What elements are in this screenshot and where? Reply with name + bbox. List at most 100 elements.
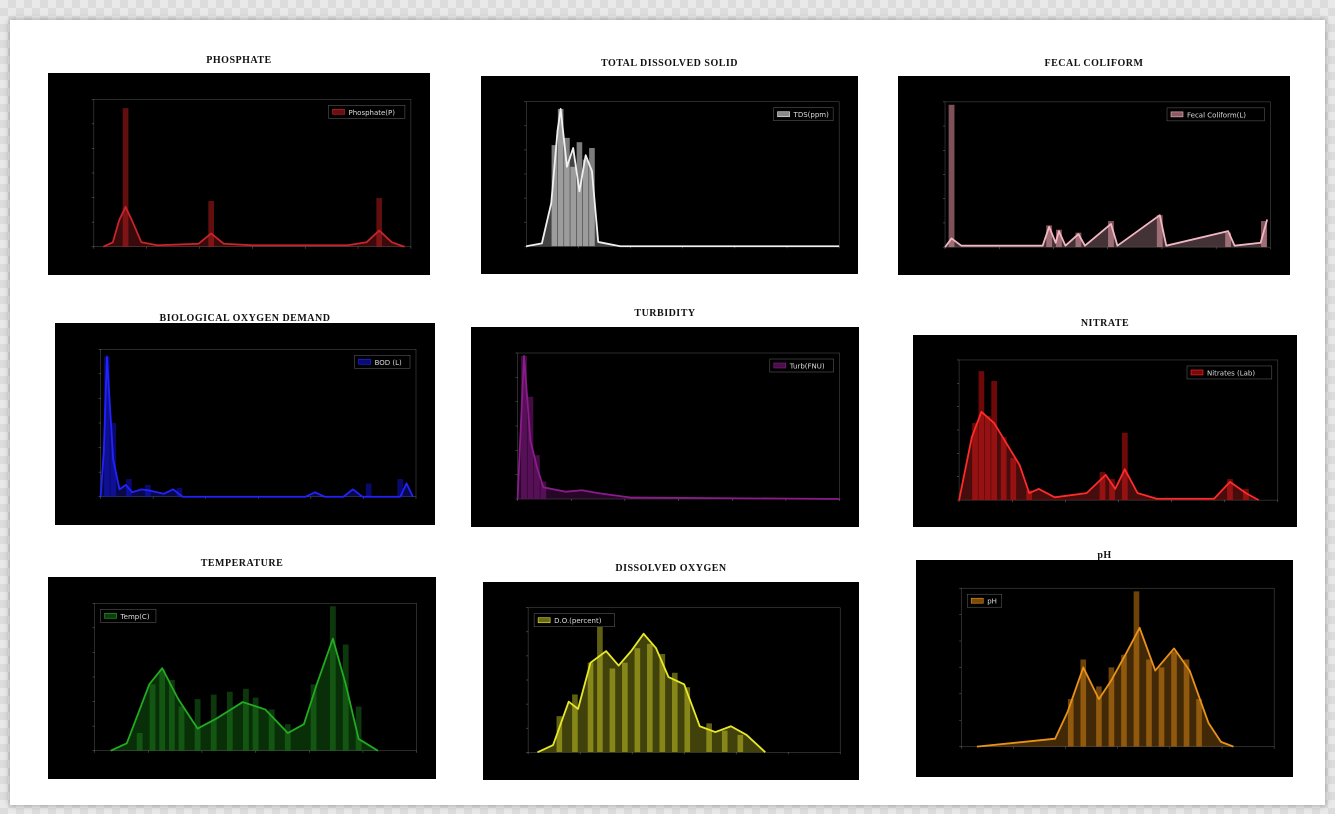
histogram-bar bbox=[706, 723, 712, 753]
histogram-bar bbox=[551, 145, 558, 247]
histogram-bar bbox=[597, 619, 603, 753]
kde-line bbox=[944, 214, 1269, 248]
legend-box bbox=[1166, 107, 1265, 122]
kde-area bbox=[976, 627, 1234, 747]
panel-phosphate: PHOSPHATE Phosphate(P) bbox=[48, 55, 430, 275]
histogram-bar bbox=[609, 668, 616, 753]
legend-box bbox=[100, 609, 157, 623]
histogram-bar bbox=[210, 694, 217, 751]
histogram-bar bbox=[1121, 432, 1128, 501]
histogram-bar bbox=[737, 734, 744, 753]
legend-label: Phosphate(P) bbox=[349, 109, 396, 117]
panel-nitrate: NITRATE Nitrates (Lab) bbox=[913, 318, 1297, 527]
histogram-bar bbox=[1109, 479, 1115, 501]
chart-title: DISSOLVED OXYGEN bbox=[615, 563, 727, 574]
histogram-bar bbox=[176, 487, 183, 497]
legend-box bbox=[533, 613, 615, 627]
kde-line bbox=[976, 626, 1234, 748]
histogram-bar bbox=[622, 662, 628, 753]
histogram-bar bbox=[1196, 699, 1202, 747]
kde-line bbox=[102, 206, 405, 248]
legend-box bbox=[354, 355, 411, 369]
histogram-bar bbox=[1046, 225, 1053, 248]
histogram-bar bbox=[972, 423, 978, 501]
histogram-bar bbox=[104, 356, 110, 497]
histogram-bar bbox=[572, 694, 578, 753]
chart-nitrate: Nitrates (Lab) bbox=[913, 335, 1297, 527]
histogram-bar bbox=[1121, 654, 1127, 747]
kde-area bbox=[959, 411, 1259, 501]
legend-box bbox=[328, 105, 406, 119]
histogram-bar bbox=[582, 159, 589, 247]
legend-label: BOD (L) bbox=[375, 359, 402, 367]
histogram-bar bbox=[376, 198, 383, 247]
histogram-bar bbox=[252, 697, 259, 751]
chart-fecal: Fecal Coliform(L) bbox=[898, 76, 1290, 275]
legend-label: Nitrates (Lab) bbox=[1207, 369, 1255, 377]
plot-frame bbox=[93, 99, 412, 247]
kde-area bbox=[526, 108, 840, 247]
panel-do: DISSOLVED OXYGEN D.O.(percent) bbox=[483, 563, 859, 780]
chart-ph: pH bbox=[916, 560, 1293, 777]
kde-line bbox=[958, 410, 1260, 501]
report-sheet: PHOSPHATE Phosphate(P) TOTAL DISSOLVED S… bbox=[10, 20, 1325, 805]
panel-tds: TOTAL DISSOLVED SOLID TDS(ppm) bbox=[481, 58, 858, 274]
histogram-bar bbox=[365, 483, 372, 497]
histogram-bar bbox=[1158, 667, 1165, 747]
histogram-bar bbox=[168, 679, 175, 751]
histogram-bar bbox=[1096, 686, 1102, 747]
legend-swatch bbox=[1190, 369, 1204, 376]
histogram-bar bbox=[1067, 699, 1074, 747]
panel-turbidity: TURBIDITY Turb(FNU) bbox=[471, 308, 859, 527]
histogram-bar bbox=[122, 108, 129, 247]
kde-line bbox=[516, 355, 840, 500]
histogram-bar bbox=[564, 137, 570, 247]
histogram-bar bbox=[647, 643, 653, 753]
histogram-bar bbox=[1026, 490, 1033, 501]
panel-fecal: FECAL COLIFORM Fecal Coliform(L) bbox=[898, 58, 1290, 275]
kde-area bbox=[945, 215, 1268, 248]
histogram-bar bbox=[948, 104, 955, 248]
histogram-bar bbox=[284, 724, 291, 751]
chart-temperature: Temp(C) bbox=[48, 577, 436, 779]
chart-title: FECAL COLIFORM bbox=[1044, 58, 1144, 69]
histogram-bar bbox=[1146, 659, 1152, 747]
histogram-bar bbox=[1075, 232, 1082, 248]
legend-label: Turb(FNU) bbox=[789, 363, 825, 371]
chart-tds: TDS(ppm) bbox=[481, 76, 858, 274]
legend-label: TDS(ppm) bbox=[793, 111, 830, 119]
histogram-bar bbox=[557, 108, 564, 247]
kde-line bbox=[99, 355, 414, 498]
kde-area bbox=[100, 356, 413, 497]
histogram-bar bbox=[194, 699, 201, 751]
chart-bod: BOD (L) bbox=[55, 323, 435, 525]
legend-swatch bbox=[537, 617, 551, 624]
legend-swatch bbox=[332, 108, 345, 115]
legend-label: Fecal Coliform(L) bbox=[1187, 111, 1246, 119]
histogram-bar bbox=[136, 733, 143, 751]
chart-title: PHOSPHATE bbox=[206, 55, 272, 66]
legend-box bbox=[1186, 365, 1273, 380]
legend-label: D.O.(percent) bbox=[554, 617, 602, 625]
legend-swatch bbox=[777, 111, 790, 118]
histogram-bar bbox=[1108, 667, 1115, 747]
histogram-bar bbox=[1000, 437, 1007, 501]
histogram-bar bbox=[268, 709, 275, 751]
histogram-bar bbox=[587, 662, 594, 753]
histogram-bar bbox=[149, 684, 156, 751]
histogram-bar bbox=[1080, 659, 1087, 747]
histogram-bar bbox=[684, 687, 691, 753]
panel-ph: pH pH bbox=[916, 550, 1293, 777]
histogram-bar bbox=[342, 644, 349, 751]
histogram-bar bbox=[397, 479, 404, 497]
legend-label: pH bbox=[987, 598, 997, 606]
histogram-bar bbox=[1183, 659, 1190, 747]
histogram-bar bbox=[208, 201, 215, 247]
histogram-bar bbox=[1055, 229, 1062, 248]
histogram-bar bbox=[671, 672, 678, 753]
chart-do: D.O.(percent) bbox=[483, 582, 859, 780]
histogram-bar bbox=[243, 688, 249, 751]
histogram-bar bbox=[978, 371, 985, 501]
legend-label: Temp(C) bbox=[120, 613, 150, 621]
panel-temperature: TEMPERATURE Temp(C) bbox=[48, 558, 436, 779]
